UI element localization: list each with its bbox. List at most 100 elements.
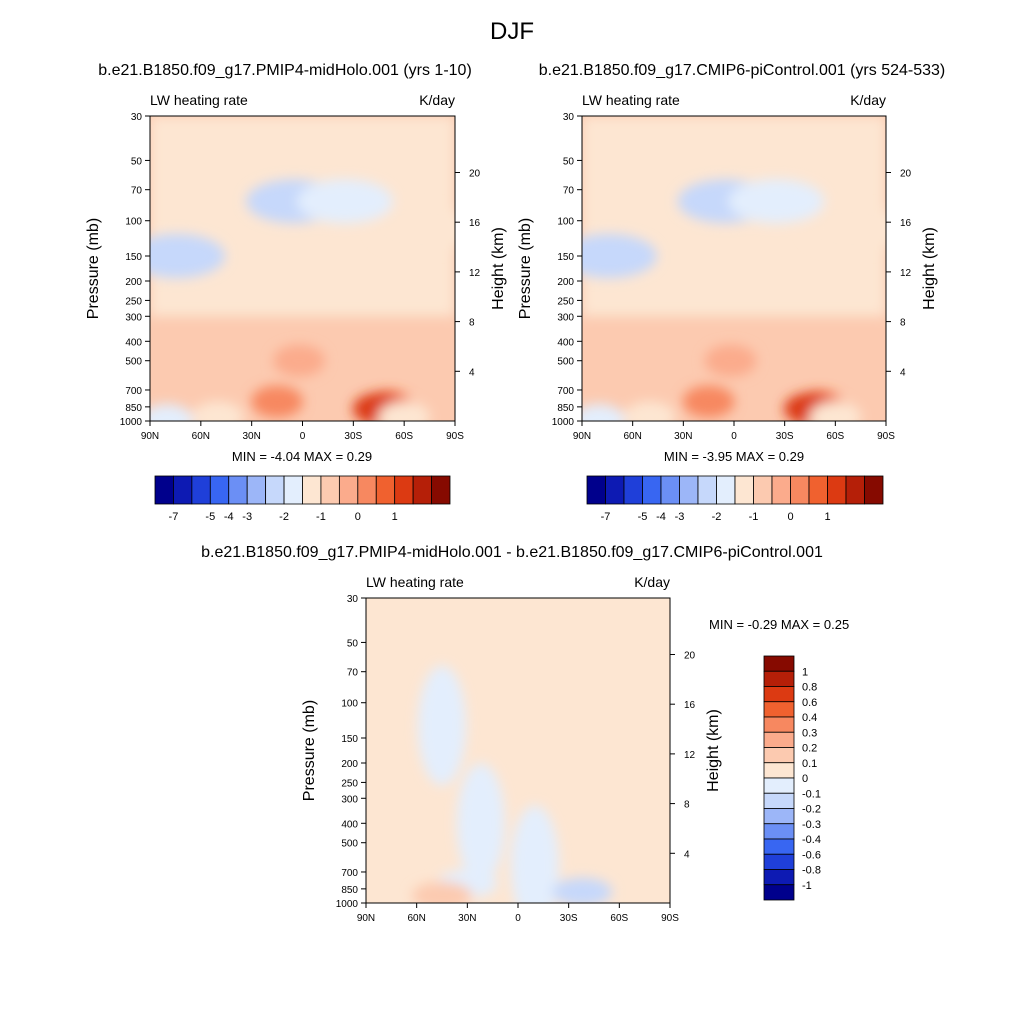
x-tick-label: 90N xyxy=(357,913,375,924)
x-tick-label: 0 xyxy=(515,913,521,924)
colorbar-swatch xyxy=(763,747,795,764)
y-tick-label: 400 xyxy=(341,819,358,830)
y2-axis-title: Height (km) xyxy=(921,227,938,310)
units-label: K/day xyxy=(634,574,670,590)
colorbar-label: 0.6 xyxy=(802,697,817,709)
colorbar-swatch xyxy=(660,475,680,505)
colorbar-swatch xyxy=(763,823,795,840)
x-tick-label: 30S xyxy=(560,913,578,924)
y-tick-label: 500 xyxy=(557,357,574,368)
y2-tick-label: 8 xyxy=(684,800,690,811)
contour-feature xyxy=(273,344,326,377)
y-tick-label: 700 xyxy=(557,386,574,397)
x-tick-label: 30S xyxy=(344,431,362,442)
y-tick-label: 30 xyxy=(347,594,359,605)
colorbar-swatch xyxy=(753,475,773,505)
colorbar-label: -1 xyxy=(802,880,812,892)
colorbar-swatch xyxy=(716,475,736,505)
colorbar-swatch xyxy=(375,475,396,505)
variable-label: LW heating rate xyxy=(366,574,464,590)
contour-feature xyxy=(809,401,862,421)
y-tick-label: 70 xyxy=(347,668,359,679)
y-axis-title: Pressure (mb) xyxy=(517,218,534,319)
contour-feature xyxy=(623,401,676,421)
x-tick-label: 0 xyxy=(731,431,737,442)
y-tick-label: 300 xyxy=(341,794,358,805)
colorbar-swatch xyxy=(697,475,717,505)
colorbar-swatch xyxy=(228,475,248,505)
colorbar-label: -0.6 xyxy=(802,849,821,861)
x-tick-label: 30S xyxy=(776,431,794,442)
y-tick-label: 30 xyxy=(131,112,143,123)
colorbar-swatch xyxy=(431,475,451,505)
colorbar-label: -0.8 xyxy=(802,865,821,877)
colorbar-label: -1 xyxy=(316,511,326,523)
colorbar-swatch xyxy=(763,670,795,687)
colorbar-label: -3 xyxy=(675,511,685,523)
x-tick-label: 0 xyxy=(300,431,306,442)
colorbar-swatch xyxy=(320,475,340,505)
colorbar-swatch xyxy=(763,808,795,825)
colorbar-swatch xyxy=(154,475,174,505)
min-max-stats: MIN = -0.29 MAX = 0.25 xyxy=(709,617,849,632)
colorbar-label: -7 xyxy=(169,511,179,523)
y2-tick-label: 4 xyxy=(684,849,690,860)
x-tick-label: 30N xyxy=(242,431,260,442)
contour-feature xyxy=(412,881,472,903)
x-tick-label: 90N xyxy=(573,431,591,442)
colorbar-label: 0.8 xyxy=(802,682,817,694)
colorbar-swatch xyxy=(357,475,377,505)
y2-axis-title: Height (km) xyxy=(705,709,722,792)
colorbar-label: -2 xyxy=(712,511,722,523)
colorbar-swatch xyxy=(763,884,795,901)
y-tick-label: 400 xyxy=(557,337,574,348)
colorbar-label: -1 xyxy=(749,511,759,523)
y2-tick-label: 8 xyxy=(900,318,906,329)
x-tick-label: 60N xyxy=(623,431,641,442)
contour-feature xyxy=(510,805,559,903)
contour-feature xyxy=(682,385,735,418)
contour-field xyxy=(150,116,455,421)
y-tick-label: 150 xyxy=(341,734,358,745)
colorbar-label: 1 xyxy=(392,511,398,523)
colorbar-label: -0.3 xyxy=(802,819,821,831)
min-max-stats: MIN = -4.04 MAX = 0.29 xyxy=(232,449,372,464)
contour-feature xyxy=(150,404,193,421)
colorbar: 1 0.8 0.6 0.4 0.3 0.2 0.1 0 -0.1 -0.2 -0.3 -0.4 -0.6… xyxy=(763,655,821,901)
colorbar-swatch xyxy=(790,475,810,505)
panel-title-midholo: b.e21.B1850.f09_g17.PMIP4-midHolo.001 (y… xyxy=(98,62,472,79)
y-axis-title: Pressure (mb) xyxy=(301,700,318,801)
colorbar-swatch xyxy=(302,475,322,505)
x-tick-label: 60S xyxy=(395,431,413,442)
colorbar-swatch xyxy=(623,475,643,505)
colorbar-label: -7 xyxy=(601,511,611,523)
contour-field xyxy=(582,116,886,421)
x-tick-label: 90S xyxy=(661,913,679,924)
x-tick-label: 60N xyxy=(192,431,210,442)
colorbar-label: 0.3 xyxy=(802,727,817,739)
y-tick-label: 100 xyxy=(557,217,574,228)
contour-field xyxy=(366,598,670,903)
colorbar-swatch xyxy=(763,869,795,886)
colorbar-swatch xyxy=(763,701,795,718)
colorbar-swatch xyxy=(191,475,211,505)
units-label: K/day xyxy=(419,92,455,108)
colorbar-swatch xyxy=(265,475,285,505)
colorbar-label: -4 xyxy=(656,511,666,523)
y-tick-label: 500 xyxy=(125,357,142,368)
x-tick-label: 90N xyxy=(141,431,159,442)
y-tick-label: 700 xyxy=(125,386,142,397)
contour-feature xyxy=(728,179,825,224)
y2-tick-label: 8 xyxy=(469,318,475,329)
contour-blobs xyxy=(150,179,455,421)
plot-panel-2: 3050701001502002503004005007008501000201… xyxy=(517,92,938,523)
colorbar-swatch xyxy=(605,475,625,505)
colorbar-label: -2 xyxy=(279,511,289,523)
y-tick-label: 100 xyxy=(125,217,142,228)
y2-tick-label: 4 xyxy=(469,367,475,378)
y2-tick-label: 20 xyxy=(684,650,696,661)
colorbar-swatch xyxy=(173,475,193,505)
y-tick-label: 200 xyxy=(341,759,358,770)
y-tick-label: 150 xyxy=(125,252,142,263)
colorbar-label: 0.1 xyxy=(802,758,817,770)
